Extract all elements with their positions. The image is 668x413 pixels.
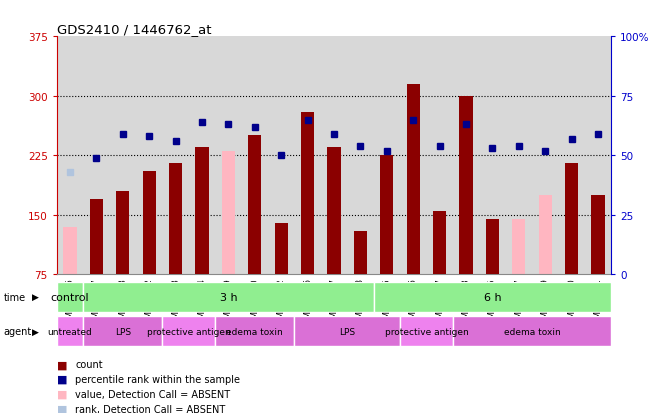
Text: agent: agent: [3, 326, 31, 336]
Bar: [248, 136, 261, 275]
Bar: [453, 316, 611, 346]
Bar: [116, 192, 130, 275]
Bar: [222, 152, 235, 275]
Text: 3 h: 3 h: [220, 292, 237, 302]
Bar: [215, 316, 295, 346]
Text: rank, Detection Call = ABSENT: rank, Detection Call = ABSENT: [75, 404, 226, 413]
Bar: [142, 172, 156, 275]
Bar: [327, 148, 341, 275]
Bar: [460, 97, 473, 275]
Bar: [57, 316, 84, 346]
Bar: [512, 219, 526, 275]
Bar: [407, 85, 420, 275]
Text: value, Detection Call = ABSENT: value, Detection Call = ABSENT: [75, 389, 230, 399]
Text: untreated: untreated: [47, 327, 92, 336]
Text: 6 h: 6 h: [484, 292, 501, 302]
Text: ■: ■: [57, 404, 67, 413]
Bar: [57, 282, 84, 312]
Text: time: time: [3, 292, 25, 302]
Text: ■: ■: [57, 359, 67, 369]
Text: GDS2410 / 1446762_at: GDS2410 / 1446762_at: [57, 23, 211, 36]
Text: ■: ■: [57, 374, 67, 384]
Text: ▶: ▶: [32, 327, 39, 336]
Bar: [84, 282, 373, 312]
Bar: [433, 211, 446, 275]
Bar: [196, 148, 208, 275]
Bar: [162, 316, 215, 346]
Text: LPS: LPS: [339, 327, 355, 336]
Text: count: count: [75, 359, 103, 369]
Bar: [538, 195, 552, 275]
Bar: [275, 223, 288, 275]
Bar: [295, 316, 400, 346]
Bar: [354, 231, 367, 275]
Bar: [84, 316, 162, 346]
Bar: [565, 164, 578, 275]
Text: control: control: [51, 292, 90, 302]
Text: ■: ■: [57, 389, 67, 399]
Text: edema toxin: edema toxin: [504, 327, 560, 336]
Text: ▶: ▶: [32, 292, 39, 301]
Bar: [486, 219, 499, 275]
Bar: [591, 195, 605, 275]
Text: protective antigen: protective antigen: [385, 327, 468, 336]
Text: percentile rank within the sample: percentile rank within the sample: [75, 374, 240, 384]
Bar: [373, 282, 611, 312]
Text: protective antigen: protective antigen: [147, 327, 230, 336]
Text: LPS: LPS: [115, 327, 131, 336]
Bar: [169, 164, 182, 275]
Bar: [400, 316, 453, 346]
Bar: [301, 112, 314, 275]
Text: edema toxin: edema toxin: [226, 327, 283, 336]
Bar: [380, 156, 393, 275]
Bar: [63, 227, 77, 275]
Bar: [90, 199, 103, 275]
